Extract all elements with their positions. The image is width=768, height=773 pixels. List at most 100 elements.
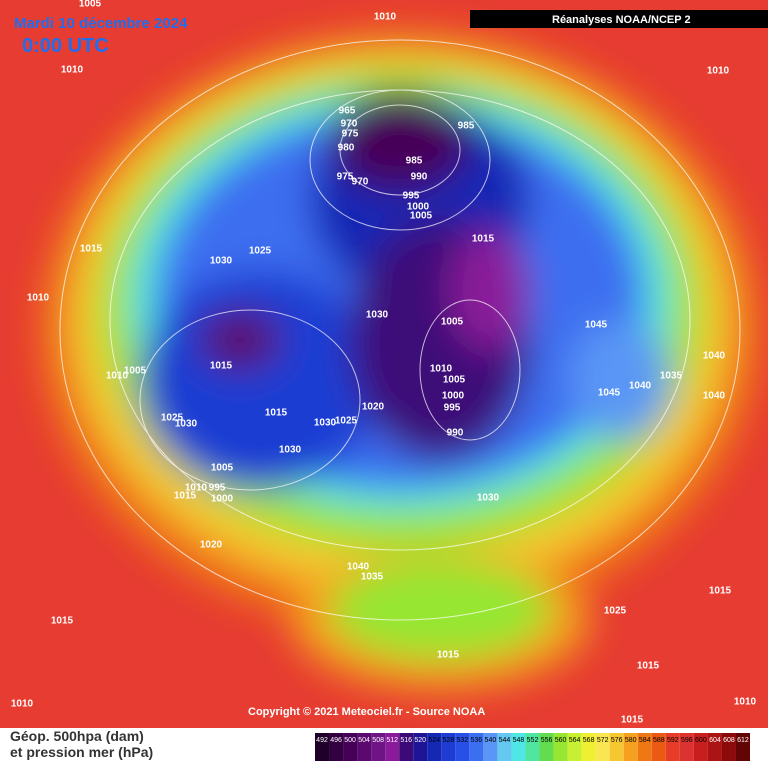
legend-label: 492 [316,737,328,744]
legend-label: 552 [527,737,539,744]
legend-label: 528 [442,737,454,744]
legend-swatch [399,733,414,761]
legend-swatch [735,733,750,761]
legend-swatch [567,733,582,761]
legend-label: 592 [667,737,679,744]
legend-swatch [315,733,330,761]
isobar-label: 970 [341,119,358,130]
isobar-label: 1015 [709,586,732,597]
isobar-label: 1015 [637,661,660,672]
isobar-label: 1040 [347,562,370,573]
legend-label: 588 [653,737,665,744]
isobar-label: 985 [406,156,423,167]
isobar-label: 980 [338,143,355,154]
legend-label: 576 [611,737,623,744]
isobar-label: 1010 [185,483,208,494]
isobar-label: 1010 [430,364,453,375]
isobar-label: 1015 [174,491,197,502]
legend-swatch [693,733,708,761]
isobar-label: 1025 [161,413,184,424]
isobar-label: 1010 [374,12,397,23]
isobar-label: 1010 [11,699,34,710]
isobar-label: 995 [209,483,226,494]
legend-label: 532 [456,737,468,744]
legend-swatch [665,733,680,761]
isobar-label: 1030 [366,310,389,321]
legend-label: 564 [569,737,581,744]
legend-swatch [497,733,512,761]
legend-swatch [385,733,400,761]
legend-label: 560 [555,737,567,744]
legend-swatch [483,733,498,761]
isobar-label: 1015 [51,616,74,627]
legend-swatch [357,733,372,761]
legend-label: 524 [428,737,440,744]
legend-swatch [595,733,610,761]
legend-swatch [413,733,428,761]
isobar-label: 990 [447,428,464,439]
footer-line2: et pression mer (hPa) [10,744,153,760]
isobar-label: 1005 [79,0,102,10]
isobar-label: 1010 [27,293,50,304]
isobar-label: 1005 [441,317,464,328]
legend-label: 540 [485,737,497,744]
isobar-label: 1010 [707,66,730,77]
time: 0:00 UTC [22,35,109,57]
legend-swatch [609,733,624,761]
isobar-label: 995 [444,403,461,414]
legend-swatch [623,733,638,761]
legend-swatch [343,733,358,761]
legend-swatch [651,733,666,761]
legend-label: 520 [414,737,426,744]
source-box [470,10,768,28]
legend-label: 544 [499,737,511,744]
isobar-label: 995 [403,191,420,202]
legend-label: 600 [695,737,707,744]
legend-swatch [637,733,652,761]
isobar-label: 1015 [437,650,460,661]
isobar-label: 1040 [629,381,652,392]
legend-swatch [581,733,596,761]
isobar-label: 975 [342,129,359,140]
isobar-label: 1030 [314,418,337,429]
copyright: Copyright © 2021 Meteociel.fr - Source N… [248,706,485,718]
isobar-label: 1035 [361,572,384,583]
isobar-label: 1025 [604,606,627,617]
source: Réanalyses NOAA/NCEP 2 [552,14,691,26]
isobar-label: 1005 [443,375,466,386]
legend-swatch [511,733,526,761]
isobar-label: 1015 [621,715,644,726]
isobar-label: 1030 [279,445,302,456]
legend-label: 516 [400,737,412,744]
legend-label: 584 [639,737,651,744]
legend-label: 556 [541,737,553,744]
isobar-label: 1005 [211,463,234,474]
isobar-label: 1000 [442,391,465,402]
isobar-label: 1010 [734,697,757,708]
date: Mardi 10 décembre 2024 [14,15,188,32]
legend-label: 508 [372,737,384,744]
isobar-label: 1030 [477,493,500,504]
legend-label: 608 [723,737,735,744]
legend-label: 512 [386,737,398,744]
isobar-label: 1035 [660,371,683,382]
footer-line1: Géop. 500hpa (dam) [10,728,144,744]
legend-label: 604 [709,737,721,744]
legend-label: 496 [330,737,342,744]
isobar-label: 1040 [703,351,726,362]
legend-swatch [441,733,456,761]
legend-label: 536 [471,737,483,744]
isobar-label: 1030 [175,419,198,430]
legend-swatch [469,733,484,761]
legend-label: 504 [358,737,370,744]
isobar-label: 1015 [265,408,288,419]
isobar-label: 1020 [362,402,385,413]
isobar-label: 1045 [598,388,621,399]
isobar-label: 975 [337,172,354,183]
isobar-label: 1030 [210,256,233,267]
isobar-label: 1045 [585,320,608,331]
legend-label: 580 [625,737,637,744]
isobar-label: 1015 [472,234,495,245]
